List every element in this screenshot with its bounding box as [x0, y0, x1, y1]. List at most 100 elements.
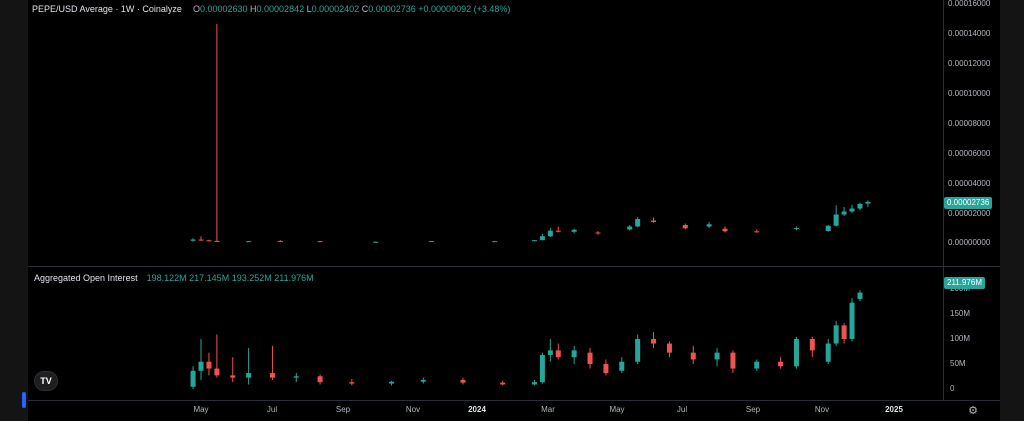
price-candle — [547, 230, 553, 237]
price-legend: PEPE/USD Average · 1W · Coinalyze O0.000… — [32, 4, 510, 14]
price-candle — [722, 228, 728, 232]
price-candle — [635, 219, 641, 227]
oi-tick: 0 — [950, 384, 955, 393]
oi-candle — [730, 352, 736, 369]
oi-candle — [571, 350, 577, 358]
price-candle — [198, 239, 204, 241]
oi-candle — [230, 375, 236, 378]
price-candle — [754, 231, 760, 233]
oi-candle — [841, 325, 847, 339]
oi-candle — [809, 339, 815, 351]
time-label: Sep — [335, 405, 351, 414]
oi-open-value: 198.122M — [146, 273, 187, 283]
oi-candle — [269, 373, 275, 378]
price-candle — [706, 224, 712, 227]
oi-candle — [214, 368, 220, 376]
price-candle — [833, 214, 839, 226]
oi-candle — [460, 379, 466, 383]
price-candle — [841, 211, 847, 215]
ohlc-change: +0.00000092 (+3.48%) — [418, 4, 511, 14]
price-tick: 0.00012000 — [948, 59, 991, 68]
oi-title[interactable]: Aggregated Open Interest — [34, 273, 138, 283]
price-tick: 0.00008000 — [948, 119, 991, 128]
oi-candle — [539, 354, 545, 383]
price-candle — [571, 229, 577, 232]
oi-candle — [825, 343, 831, 362]
oi-candle — [793, 339, 799, 367]
price-candle — [190, 239, 196, 241]
price-candle — [206, 240, 212, 242]
time-label: Nov — [814, 405, 830, 414]
tradingview-logo-icon[interactable]: TV — [34, 371, 58, 391]
oi-candle — [420, 379, 426, 382]
oi-candle — [389, 381, 395, 384]
price-tick: 0.00016000 — [948, 0, 991, 8]
oi-candle — [206, 361, 212, 369]
price-candle — [627, 226, 633, 230]
price-candle — [793, 228, 799, 229]
price-candle — [849, 208, 855, 212]
price-candle — [539, 236, 545, 241]
price-candle — [428, 241, 434, 243]
ohlc-close-key: C — [361, 4, 369, 14]
ohlc-open-value: 0.00002630 — [199, 4, 248, 14]
ohlc-open-key: O — [192, 4, 200, 14]
oi-candle — [555, 350, 561, 358]
scroll-handle[interactable] — [22, 392, 26, 408]
oi-candle — [666, 343, 672, 353]
price-candle — [555, 230, 561, 232]
price-candle — [651, 220, 657, 222]
oi-candle — [833, 325, 839, 344]
oi-candle — [531, 382, 537, 385]
ohlc-high-value: 0.00002842 — [256, 4, 305, 14]
time-label: Mar — [541, 405, 555, 414]
price-tick: 0.00006000 — [948, 149, 991, 158]
price-tick: 0.00004000 — [948, 179, 991, 188]
oi-candle — [651, 339, 657, 344]
oi-candle — [349, 382, 355, 384]
oi-tick: 50M — [950, 359, 966, 368]
oi-candle — [690, 352, 696, 360]
pane-separator[interactable] — [28, 266, 1000, 267]
oi-candle — [778, 361, 784, 367]
oi-candle — [857, 292, 863, 299]
price-tick: 0.00014000 — [948, 29, 991, 38]
oi-candle — [587, 352, 593, 364]
price-candle — [595, 232, 601, 234]
price-candle — [317, 241, 323, 243]
price-candle — [246, 241, 252, 243]
axis-divider — [943, 0, 944, 400]
ohlc-high-key: H — [250, 4, 257, 14]
oi-candle — [635, 339, 641, 362]
oi-candle — [246, 373, 252, 378]
ohlc-low-value: 0.00002402 — [311, 4, 360, 14]
price-candle — [682, 225, 688, 229]
price-candle — [865, 201, 871, 204]
price-candle — [825, 225, 831, 231]
time-label: May — [609, 405, 625, 414]
price-tick: 0.00010000 — [948, 89, 991, 98]
oi-tick: 150M — [950, 309, 971, 318]
time-axis[interactable] — [28, 400, 1000, 421]
oi-candle — [547, 350, 553, 355]
ohlc-close-value: 0.00002736 — [368, 4, 416, 14]
chart-area[interactable] — [28, 0, 943, 400]
oi-candle — [500, 382, 506, 385]
gear-icon[interactable]: ⚙ — [968, 405, 978, 417]
price-tick: 0.00000000 — [948, 238, 991, 247]
price-candle — [277, 240, 283, 242]
oi-high-value: 217.145M — [189, 273, 230, 283]
oi-close-value: 211.976M — [274, 273, 314, 283]
time-label: Jul — [266, 405, 278, 414]
time-label: Jul — [676, 405, 688, 414]
symbol-title[interactable]: PEPE/USD Average · 1W · Coinalyze — [32, 4, 182, 14]
price-candle — [373, 241, 379, 243]
last-price-badge: 0.00002736 — [944, 197, 993, 209]
time-label: Sep — [745, 405, 761, 414]
price-candle — [214, 240, 220, 242]
oi-candle — [293, 376, 299, 378]
oi-tick: 100M — [950, 334, 971, 343]
oi-candle — [714, 352, 720, 360]
oi-candle — [190, 370, 196, 387]
